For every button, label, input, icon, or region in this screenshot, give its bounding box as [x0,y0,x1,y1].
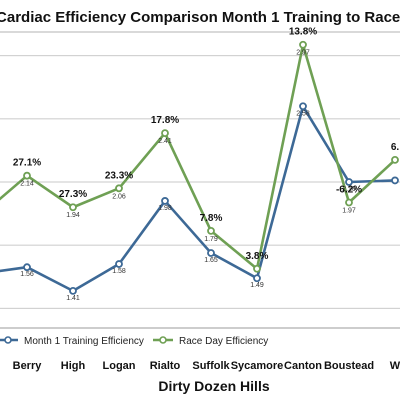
data-point [207,227,215,235]
legend-label: Month 1 Training Efficiency [24,336,144,347]
legend-label: Race Day Efficiency [179,336,268,347]
series-line-1 [0,43,396,271]
x-tick-label: High [61,360,86,372]
data-point [161,129,169,137]
data-point [115,260,123,268]
x-tick-label: Sycamore [231,360,284,372]
gridlines [0,31,400,329]
x-axis-tick-labels: Berry High Logan Rialto Suffolk Sycamore Canto… [13,360,400,372]
chart-title: Cardiac Efficiency Comparison Month 1 Tr… [0,9,400,26]
data-point [345,198,353,207]
legend: Month 1 Training Efficiency Race Day Effi… [0,336,268,347]
data-label: 1.49 [250,282,264,289]
x-axis-title: Dirty Dozen Hills [158,378,269,394]
percent-annotation: 17.8% [151,115,179,126]
percent-annotation: 13.8% [289,27,317,38]
percent-annotation: 23.3% [105,170,133,181]
data-label: 1.94 [66,212,80,219]
data-point [207,249,215,257]
x-tick-label: Canton [284,360,322,372]
x-tick-label: W [390,360,400,372]
data-label: 1.58 [112,268,126,275]
data-label: 1.56 [20,271,34,278]
x-tick-label: Berry [13,360,43,372]
series-lines [0,40,399,295]
x-tick-label: Logan [103,360,136,372]
data-point [391,176,399,185]
data-point [253,274,261,283]
data-label: 1.65 [204,257,218,264]
data-label: 2.06 [112,193,126,200]
data-label: 2.10 [342,186,356,193]
data-point [69,286,77,295]
percent-annotation: -6.2% [336,185,362,196]
x-tick-label: Suffolk [192,360,230,372]
percent-annotation: 27.3% [59,189,87,200]
legend-swatch-marker [159,336,167,344]
percent-annotations: 27.1% 27.3% 23.3% 17.8% 7.8% 3.8% 13.8% -6.2% 6. [13,27,400,262]
data-point [253,264,261,273]
percent-annotation: 7.8% [200,213,223,224]
data-label: 1.41 [66,295,80,302]
legend-swatch-marker [4,336,12,344]
percent-annotation: 6. [391,142,400,153]
data-label: 1.97 [342,208,356,215]
data-label: 2.97 [296,50,310,57]
data-point [23,263,31,272]
data-label: 2.58 [296,110,310,117]
data-label: 1.98 [158,205,172,212]
data-point [299,40,307,49]
x-tick-label: Rialto [150,360,181,372]
data-point [115,184,123,193]
data-point [161,197,169,205]
x-tick-label: Boustead [324,360,374,372]
data-point [299,102,307,111]
data-label: 2.14 [20,181,34,188]
data-point [391,156,399,164]
series-line-0 [0,104,396,293]
value-labels: 1.56 1.41 1.58 1.98 1.65 1.49 2.58 2.10 2.14 1.94… [20,50,356,302]
data-point [69,203,77,212]
percent-annotation: 3.8% [246,251,269,262]
data-point [345,178,353,186]
data-label: 1.79 [204,236,218,243]
percent-annotation: 27.1% [13,158,41,169]
data-point [23,171,31,180]
data-label: 2.41 [158,138,172,145]
